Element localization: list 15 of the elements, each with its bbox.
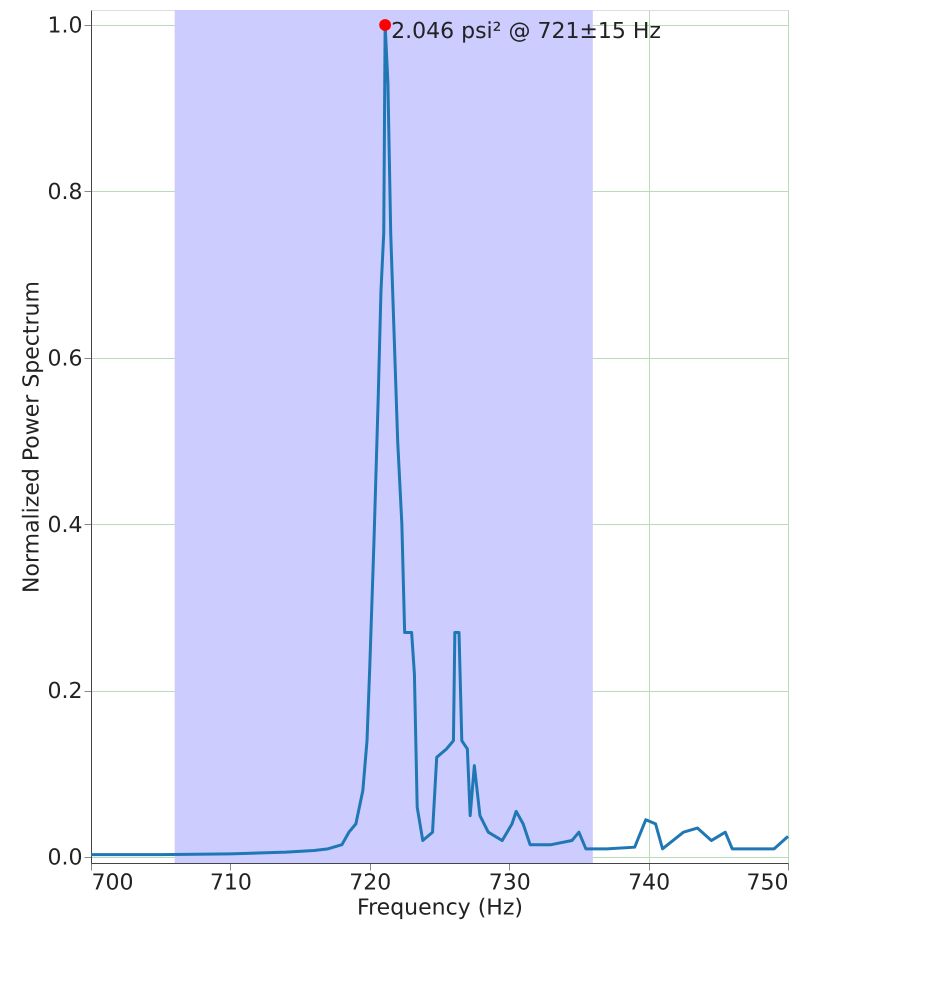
y-tick-label: 1.0 [48,13,82,38]
x-tick-label: 730 [488,870,531,896]
x-tick-label: 740 [628,870,670,896]
y-axis-title: Normalized Power Spectrum [20,281,45,593]
annotation: 2.046 psi² @ 721±15 Hz [391,18,661,44]
x-tick-label: 750 [746,870,788,896]
y-tick-label: 0.8 [48,180,82,205]
y-tick-label: 0.4 [48,512,82,538]
y-tick-label: 0.2 [48,679,82,704]
y-tick-label: 0.0 [48,846,82,871]
x-tick-label: 710 [210,870,252,896]
y-tick-label: 0.6 [48,346,82,372]
x-tick-label: 720 [349,870,392,896]
x-tick-label: 700 [92,870,134,896]
x-axis-title: Frequency (Hz) [357,896,523,920]
